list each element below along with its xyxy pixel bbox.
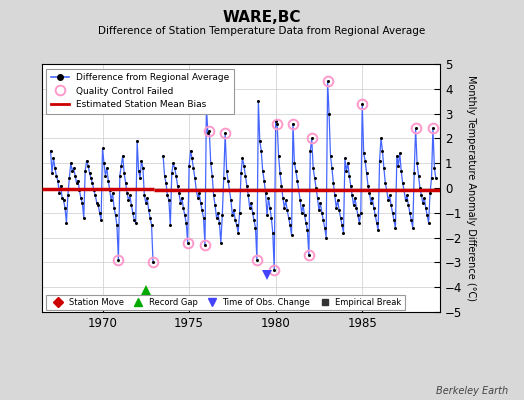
Legend: Station Move, Record Gap, Time of Obs. Change, Empirical Break: Station Move, Record Gap, Time of Obs. C… — [46, 295, 405, 310]
Text: Difference of Station Temperature Data from Regional Average: Difference of Station Temperature Data f… — [99, 26, 425, 36]
Text: Berkeley Earth: Berkeley Earth — [436, 386, 508, 396]
Y-axis label: Monthly Temperature Anomaly Difference (°C): Monthly Temperature Anomaly Difference (… — [466, 75, 476, 301]
Text: WARE,BC: WARE,BC — [223, 10, 301, 25]
